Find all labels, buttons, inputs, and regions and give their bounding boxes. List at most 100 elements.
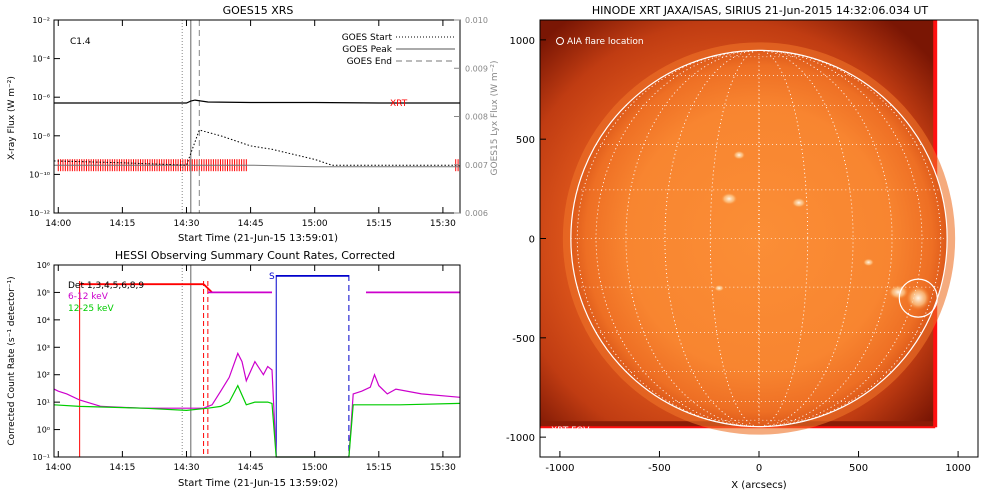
xrt-xlabel: X (arcsecs) xyxy=(731,480,787,491)
y-tick-label: 10¹ xyxy=(37,398,50,407)
y-tick-label: 0 xyxy=(529,235,535,246)
active-region xyxy=(888,284,909,300)
y-tick-label: 10² xyxy=(37,371,50,380)
xrt-x-axis: -1000 -500 0 500 1000 xyxy=(545,451,971,474)
flare-legend-icon xyxy=(556,37,564,45)
hessi-legend: Det 1,3,4,5,6,8,9 6-12 keV 12-25 keV xyxy=(68,281,144,314)
x-tick-label: 14:45 xyxy=(238,463,264,473)
state-line xyxy=(202,283,213,294)
aia-flare-circle xyxy=(898,278,938,318)
x-tick-label: -500 xyxy=(648,463,671,474)
active-region xyxy=(714,284,725,292)
hessi-title: HESSI Observing Summary Count Rates, Cor… xyxy=(115,249,395,262)
x-tick-label: 0 xyxy=(756,463,762,474)
x-tick-label: -1000 xyxy=(545,463,574,474)
y-tick-label: 10⁻¹⁰ xyxy=(29,170,50,179)
xrt-y-axis: 1000 500 0 -500 -1000 xyxy=(506,36,546,444)
longitude-line xyxy=(625,49,893,428)
x-tick-label: 14:15 xyxy=(109,463,135,473)
hessi-frame xyxy=(53,264,461,458)
goes-ylabel: X-ray Flux (W m⁻²) xyxy=(7,76,17,160)
x-tick-label: 1000 xyxy=(945,463,970,474)
legend-12-25-kev: 12-25 keV xyxy=(68,304,114,314)
goes-y2-axis: 0.010 0.009 0.008 0.007 0.006 xyxy=(454,16,488,218)
goes-x-axis: 14:00 14:15 14:30 14:45 15:00 15:15 15:30 xyxy=(45,20,456,229)
hessi-y-axis: 10⁶ 10⁵ 10⁴ 10³ 10² 10¹ 10⁰ 10⁻¹ xyxy=(32,261,60,462)
goes-xlabel: Start Time (21-Jun-15 13:59:01) xyxy=(178,233,338,244)
aia-flare-marker xyxy=(898,278,938,318)
hessi-series-12-25-kev xyxy=(53,384,461,458)
y2-tick-label: 0.010 xyxy=(465,16,488,25)
flare-class-label: C1.4 xyxy=(70,37,91,47)
y-tick-label: 1000 xyxy=(510,36,535,47)
y-tick-label: 10⁴ xyxy=(37,316,50,325)
goes-series-lyman-alpha xyxy=(54,99,460,104)
hessi-xlabel: Start Time (21-Jun-15 13:59:02) xyxy=(178,478,338,489)
active-region xyxy=(791,197,807,208)
longitude-line xyxy=(709,49,809,428)
longitude-line xyxy=(595,49,923,428)
flare-legend-label: AIA flare location xyxy=(567,37,644,47)
legend-goes-end-label: GOES End xyxy=(347,57,392,67)
y-tick-label: 10³ xyxy=(37,343,50,352)
heliographic-grid xyxy=(570,49,948,428)
goes-plot xyxy=(53,20,460,213)
x-tick-label: 14:45 xyxy=(238,219,264,229)
active-region xyxy=(720,192,738,205)
y-tick-label: -1000 xyxy=(506,433,535,444)
legend-6-12-kev: 6-12 keV xyxy=(68,292,109,302)
x-tick-label: 15:15 xyxy=(366,219,392,229)
legend-goes-start-label: GOES Start xyxy=(342,33,393,43)
longitude-line xyxy=(758,49,760,428)
hessi-x-axis: 14:00 14:15 14:30 14:45 15:00 15:15 15:30 xyxy=(45,265,456,473)
longitude-line xyxy=(576,49,942,428)
y2-tick-label: 0.009 xyxy=(465,64,488,73)
saa-label: S xyxy=(269,272,275,282)
y-tick-label: 10⁻⁶ xyxy=(32,93,50,102)
goes-y2label: GOES15 Lyx Flux (W m⁻²) xyxy=(490,61,500,176)
y-tick-label: 10⁵ xyxy=(37,288,50,297)
y-tick-label: 10⁶ xyxy=(37,261,50,270)
y-tick-label: 10⁰ xyxy=(37,426,50,435)
goes-y-axis: 10⁻² 10⁻⁴ 10⁻⁶ 10⁻⁸ 10⁻¹⁰ 10⁻¹² xyxy=(29,16,60,218)
x-tick-label: 14:00 xyxy=(45,463,71,473)
fov-label: XRT FOV xyxy=(551,426,590,436)
goes-series-0-05-0-4-nm xyxy=(53,129,460,166)
flare-brightening xyxy=(906,286,931,311)
goes-legend: GOES Start GOES Peak GOES End xyxy=(342,33,455,67)
x-tick-label: 14:15 xyxy=(109,219,135,229)
y-tick-label: 10⁻¹ xyxy=(32,453,50,462)
xrt-label: XRT xyxy=(390,99,408,109)
x-tick-label: 14:30 xyxy=(174,463,200,473)
x-tick-label: 14:30 xyxy=(174,219,200,229)
y2-tick-label: 0.006 xyxy=(465,209,488,218)
x-tick-label: 14:00 xyxy=(45,219,71,229)
hessi-ylabel: Corrected Count Rate (s⁻¹ detector⁻¹) xyxy=(7,276,17,445)
flare-legend: AIA flare location xyxy=(556,37,644,47)
xrt-title: HINODE XRT JAXA/ISAS, SIRIUS 21-Jun-2015… xyxy=(592,4,929,17)
y2-tick-label: 0.008 xyxy=(465,113,488,122)
goes-series-0-1-0-8-nm xyxy=(54,164,460,168)
y-tick-label: 10⁻¹² xyxy=(29,209,50,218)
x-tick-label: 15:15 xyxy=(366,463,392,473)
active-regions xyxy=(714,150,909,300)
legend-detectors: Det 1,3,4,5,6,8,9 xyxy=(68,281,144,291)
x-tick-label: 15:30 xyxy=(430,219,456,229)
xrt-image xyxy=(540,20,978,457)
y-tick-label: 10⁻² xyxy=(32,16,50,25)
x-tick-label: 15:00 xyxy=(302,219,328,229)
active-region xyxy=(862,258,875,267)
y-tick-label: 500 xyxy=(516,135,535,146)
active-region xyxy=(732,150,746,160)
y-tick-label: 10⁻⁸ xyxy=(32,132,50,141)
x-tick-label: 15:00 xyxy=(302,463,328,473)
y-tick-label: -500 xyxy=(512,334,535,345)
x-tick-label: 500 xyxy=(849,463,868,474)
y2-tick-label: 0.007 xyxy=(465,161,488,170)
x-tick-label: 15:30 xyxy=(430,463,456,473)
goes-title: GOES15 XRS xyxy=(223,4,294,17)
legend-goes-peak-label: GOES Peak xyxy=(342,45,392,55)
hessi-plot xyxy=(53,265,461,458)
y-tick-label: 10⁻⁴ xyxy=(32,55,50,64)
